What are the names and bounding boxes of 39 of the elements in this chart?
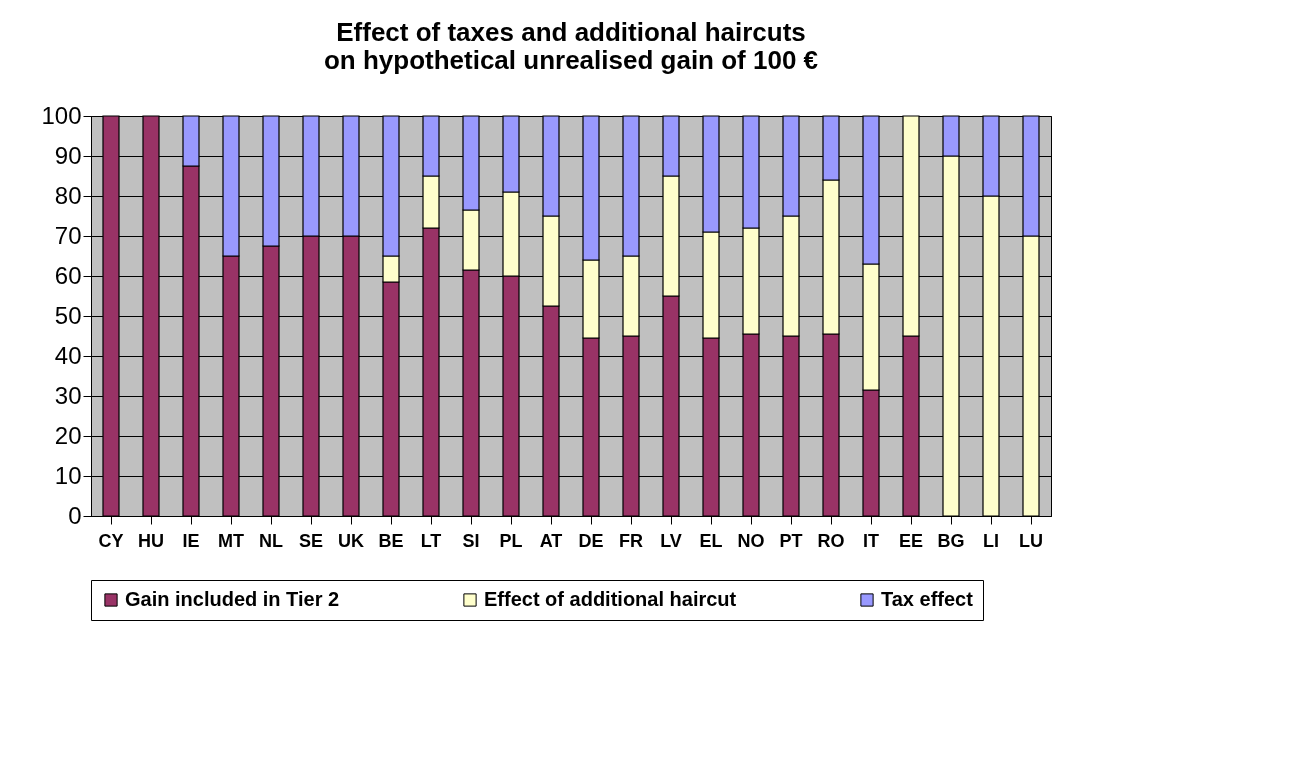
x-tick-label: BG bbox=[937, 530, 965, 551]
x-tick-label: MT bbox=[218, 530, 244, 551]
x-tick-label: UK bbox=[338, 530, 364, 551]
x-tick-label: NO bbox=[737, 530, 765, 551]
y-tick-label: 30 bbox=[54, 381, 82, 409]
x-tick-label: AT bbox=[539, 530, 563, 551]
x-tick-label: PL bbox=[499, 530, 523, 551]
x-tick-label: PT bbox=[779, 530, 803, 551]
legend-label: Gain included in Tier 2 bbox=[125, 588, 340, 610]
x-tick-label: BE bbox=[378, 530, 404, 551]
y-tick-label: 100 bbox=[41, 101, 82, 129]
x-tick-label: DE bbox=[578, 530, 604, 551]
y-tick-label: 60 bbox=[54, 261, 82, 289]
x-tick-label: IE bbox=[182, 530, 200, 551]
x-tick-label: LU bbox=[1019, 530, 1043, 551]
y-tick-label: 20 bbox=[54, 421, 82, 449]
x-tick-label: EE bbox=[898, 530, 924, 551]
chart-title: Effect of taxes and additional haircuts on hypothetical unrealised gain of 100 € bbox=[323, 17, 819, 75]
x-tick-label: HU bbox=[138, 530, 164, 551]
legend-label: Effect of additional haircut bbox=[484, 588, 737, 610]
y-tick-label: 40 bbox=[54, 341, 82, 369]
y-tick-label: 70 bbox=[54, 221, 82, 249]
x-tick-label: LV bbox=[660, 530, 682, 551]
x-tick-label: SE bbox=[298, 530, 324, 551]
y-tick-label: 90 bbox=[54, 141, 82, 169]
y-tick-label: 10 bbox=[54, 461, 82, 489]
x-tick-label: FR bbox=[619, 530, 643, 551]
x-tick-label: LT bbox=[420, 530, 442, 551]
legend-label: Tax effect bbox=[881, 588, 974, 610]
x-tick-label: CY bbox=[98, 530, 124, 551]
x-tick-label: LI bbox=[983, 530, 999, 551]
x-tick-label: NL bbox=[259, 530, 283, 551]
x-tick-label: SI bbox=[462, 530, 480, 551]
x-tick-label: EL bbox=[699, 530, 723, 551]
x-tick-label: IT bbox=[863, 530, 879, 551]
y-tick-label: 0 bbox=[68, 501, 82, 529]
y-tick-label: 80 bbox=[54, 181, 82, 209]
x-tick-label: RO bbox=[817, 530, 845, 551]
y-tick-label: 50 bbox=[54, 301, 82, 329]
